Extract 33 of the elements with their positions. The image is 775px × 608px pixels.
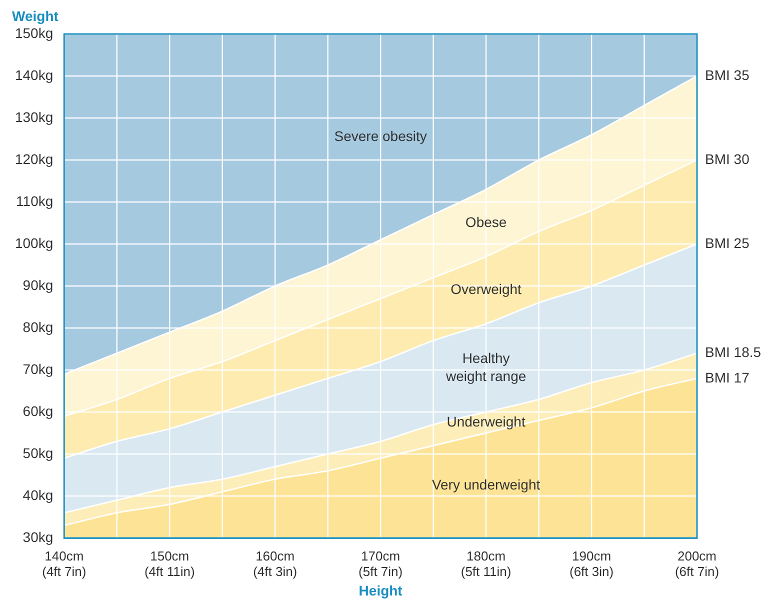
x-tick-label: 190cm (6ft 3in) [569,548,614,579]
x-tick-label: 150cm (4ft 11in) [144,548,195,579]
y-tick-label: 90kg [22,276,54,293]
y-tick-label: 40kg [22,486,54,503]
annotation: BMI 18.5 [705,344,762,360]
y-tick-label: 120kg [14,150,54,167]
x-tick-label: 180cm (5ft 11in) [460,548,512,579]
x-tick-label: 140cm (4ft 7in) [42,548,86,579]
annotation: BMI 30 [705,150,750,167]
y-tick-label: 130kg [14,108,54,125]
series-label: Severe obesity [334,128,427,144]
annotation: BMI 17 [705,369,750,386]
y-axis-title: Weight [12,8,59,24]
x-tick-label: 200cm (6ft 7in) [674,548,720,579]
x-tick-label: 170cm (5ft 7in) [358,548,403,579]
annotation: BMI 35 [705,66,750,83]
y-tick-label: 70kg [22,360,54,377]
x-axis-title: Height [358,582,403,598]
y-tick-label: 150kg [14,24,54,41]
series-label: Obese [465,214,507,230]
series-label: Healthy weight range [444,350,526,384]
x-tick-label: 160cm (4ft 3in) [253,548,298,579]
series-label: Overweight [450,281,522,298]
y-tick-label: 100kg [14,234,54,251]
y-tick-label: 50kg [22,444,54,461]
y-tick-label: 140kg [14,66,54,83]
y-tick-label: 110kg [16,192,54,209]
annotation: BMI 25 [705,234,750,251]
y-tick-label: 80kg [22,318,54,335]
y-tick-label: 60kg [22,402,54,419]
series-label: Very underweight [432,476,540,492]
y-tick-label: 30kg [22,528,54,545]
series-label: Underweight [446,413,526,430]
